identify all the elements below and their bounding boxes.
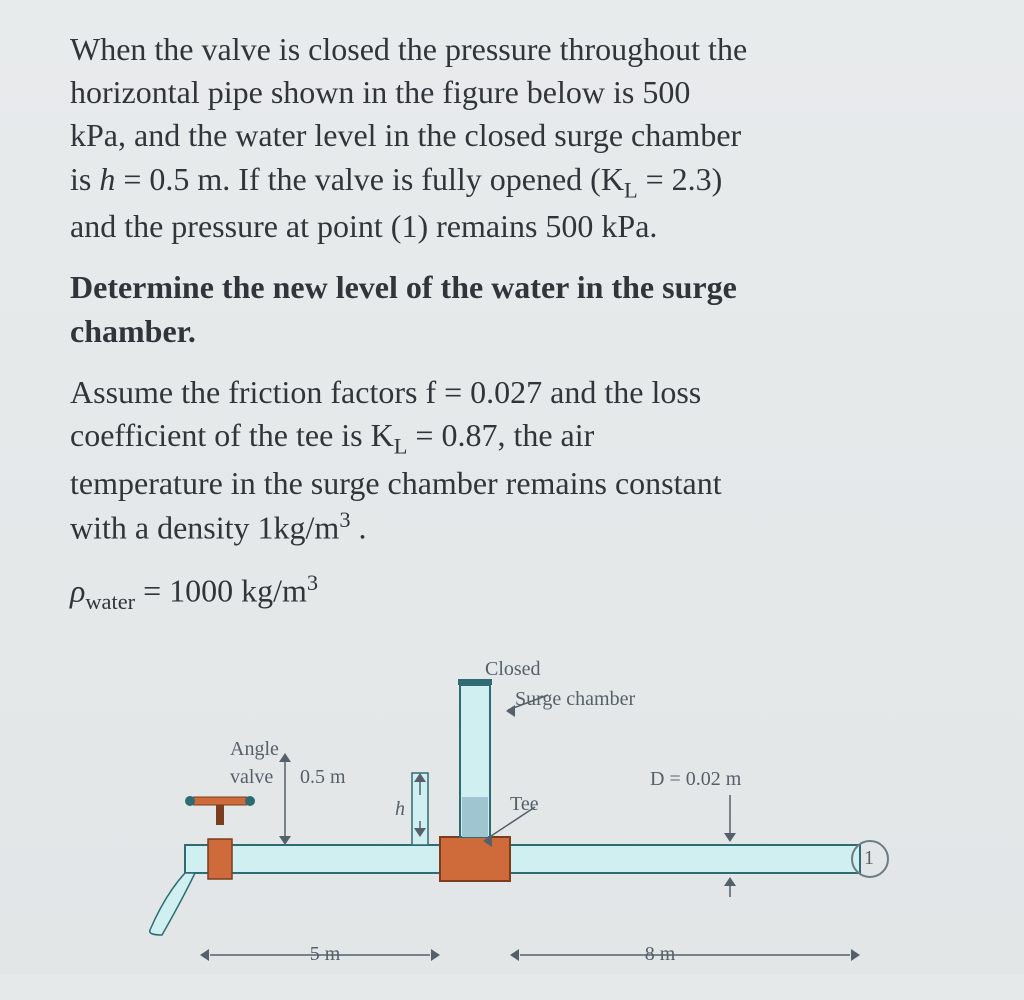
p1-KL-sub: L xyxy=(624,177,638,202)
p3-KL-sub: L xyxy=(394,433,408,458)
p1-line-d-mid: = 0.5 m. If the valve is fully opened (K xyxy=(115,161,624,197)
p1-line-a: When the valve is closed the pressure th… xyxy=(70,31,747,67)
rho-symbol: ρ xyxy=(70,572,85,608)
rho-sup: 3 xyxy=(307,570,318,595)
paragraph-2-task: Determine the new level of the water in … xyxy=(70,266,964,352)
svg-text:D = 0.02 m: D = 0.02 m xyxy=(650,768,742,790)
paragraph-3: Assume the friction factors f = 0.027 an… xyxy=(70,371,964,550)
p3-line-b-post: = 0.87, the air xyxy=(407,417,594,453)
svg-text:0.5 m: 0.5 m xyxy=(300,766,346,788)
svg-text:8 m: 8 m xyxy=(645,943,676,965)
p3-line-d-pre: with a density 1kg/m xyxy=(70,509,339,545)
svg-text:Angle: Angle xyxy=(230,738,279,760)
p3-line-b-pre: coefficient of the tee is K xyxy=(70,417,394,453)
p2-line-b: chamber. xyxy=(70,313,196,349)
paragraph-4-rho: ρwater = 1000 kg/m3 xyxy=(70,568,964,617)
p3-line-c: temperature in the surge chamber remains… xyxy=(70,465,722,501)
p1-h: h xyxy=(99,161,115,197)
p1-line-c: kPa, and the water level in the closed s… xyxy=(70,117,741,153)
svg-text:1: 1 xyxy=(864,847,874,869)
p3-line-a: Assume the friction factors f = 0.027 an… xyxy=(70,374,701,410)
p2-line-a: Determine the new level of the water in … xyxy=(70,269,737,305)
svg-text:Closed: Closed xyxy=(485,658,541,680)
rho-sub: water xyxy=(85,589,135,614)
svg-text:Surge chamber: Surge chamber xyxy=(515,688,635,710)
paragraph-1: When the valve is closed the pressure th… xyxy=(70,28,964,248)
p1-line-d-pre: is xyxy=(70,161,99,197)
pipe-diagram: Closed Surge chamber Angle valve 0.5 m h Tee D … xyxy=(110,635,910,995)
svg-text:5 m: 5 m xyxy=(310,943,341,965)
p3-line-d-post: . xyxy=(351,509,367,545)
svg-text:h: h xyxy=(395,798,405,820)
p1-line-d-post: = 2.3) xyxy=(638,161,723,197)
svg-text:valve: valve xyxy=(230,766,273,788)
p1-line-e: and the pressure at point (1) remains 50… xyxy=(70,208,657,244)
figure-container: Closed Surge chamber Angle valve 0.5 m h Tee D … xyxy=(110,635,910,1000)
p1-line-b: horizontal pipe shown in the figure belo… xyxy=(70,74,690,110)
problem-page: When the valve is closed the pressure th… xyxy=(0,0,1024,975)
p3-sup: 3 xyxy=(339,507,350,532)
svg-text:Tee: Tee xyxy=(510,793,539,815)
rho-eq: = 1000 kg/m xyxy=(135,572,307,608)
